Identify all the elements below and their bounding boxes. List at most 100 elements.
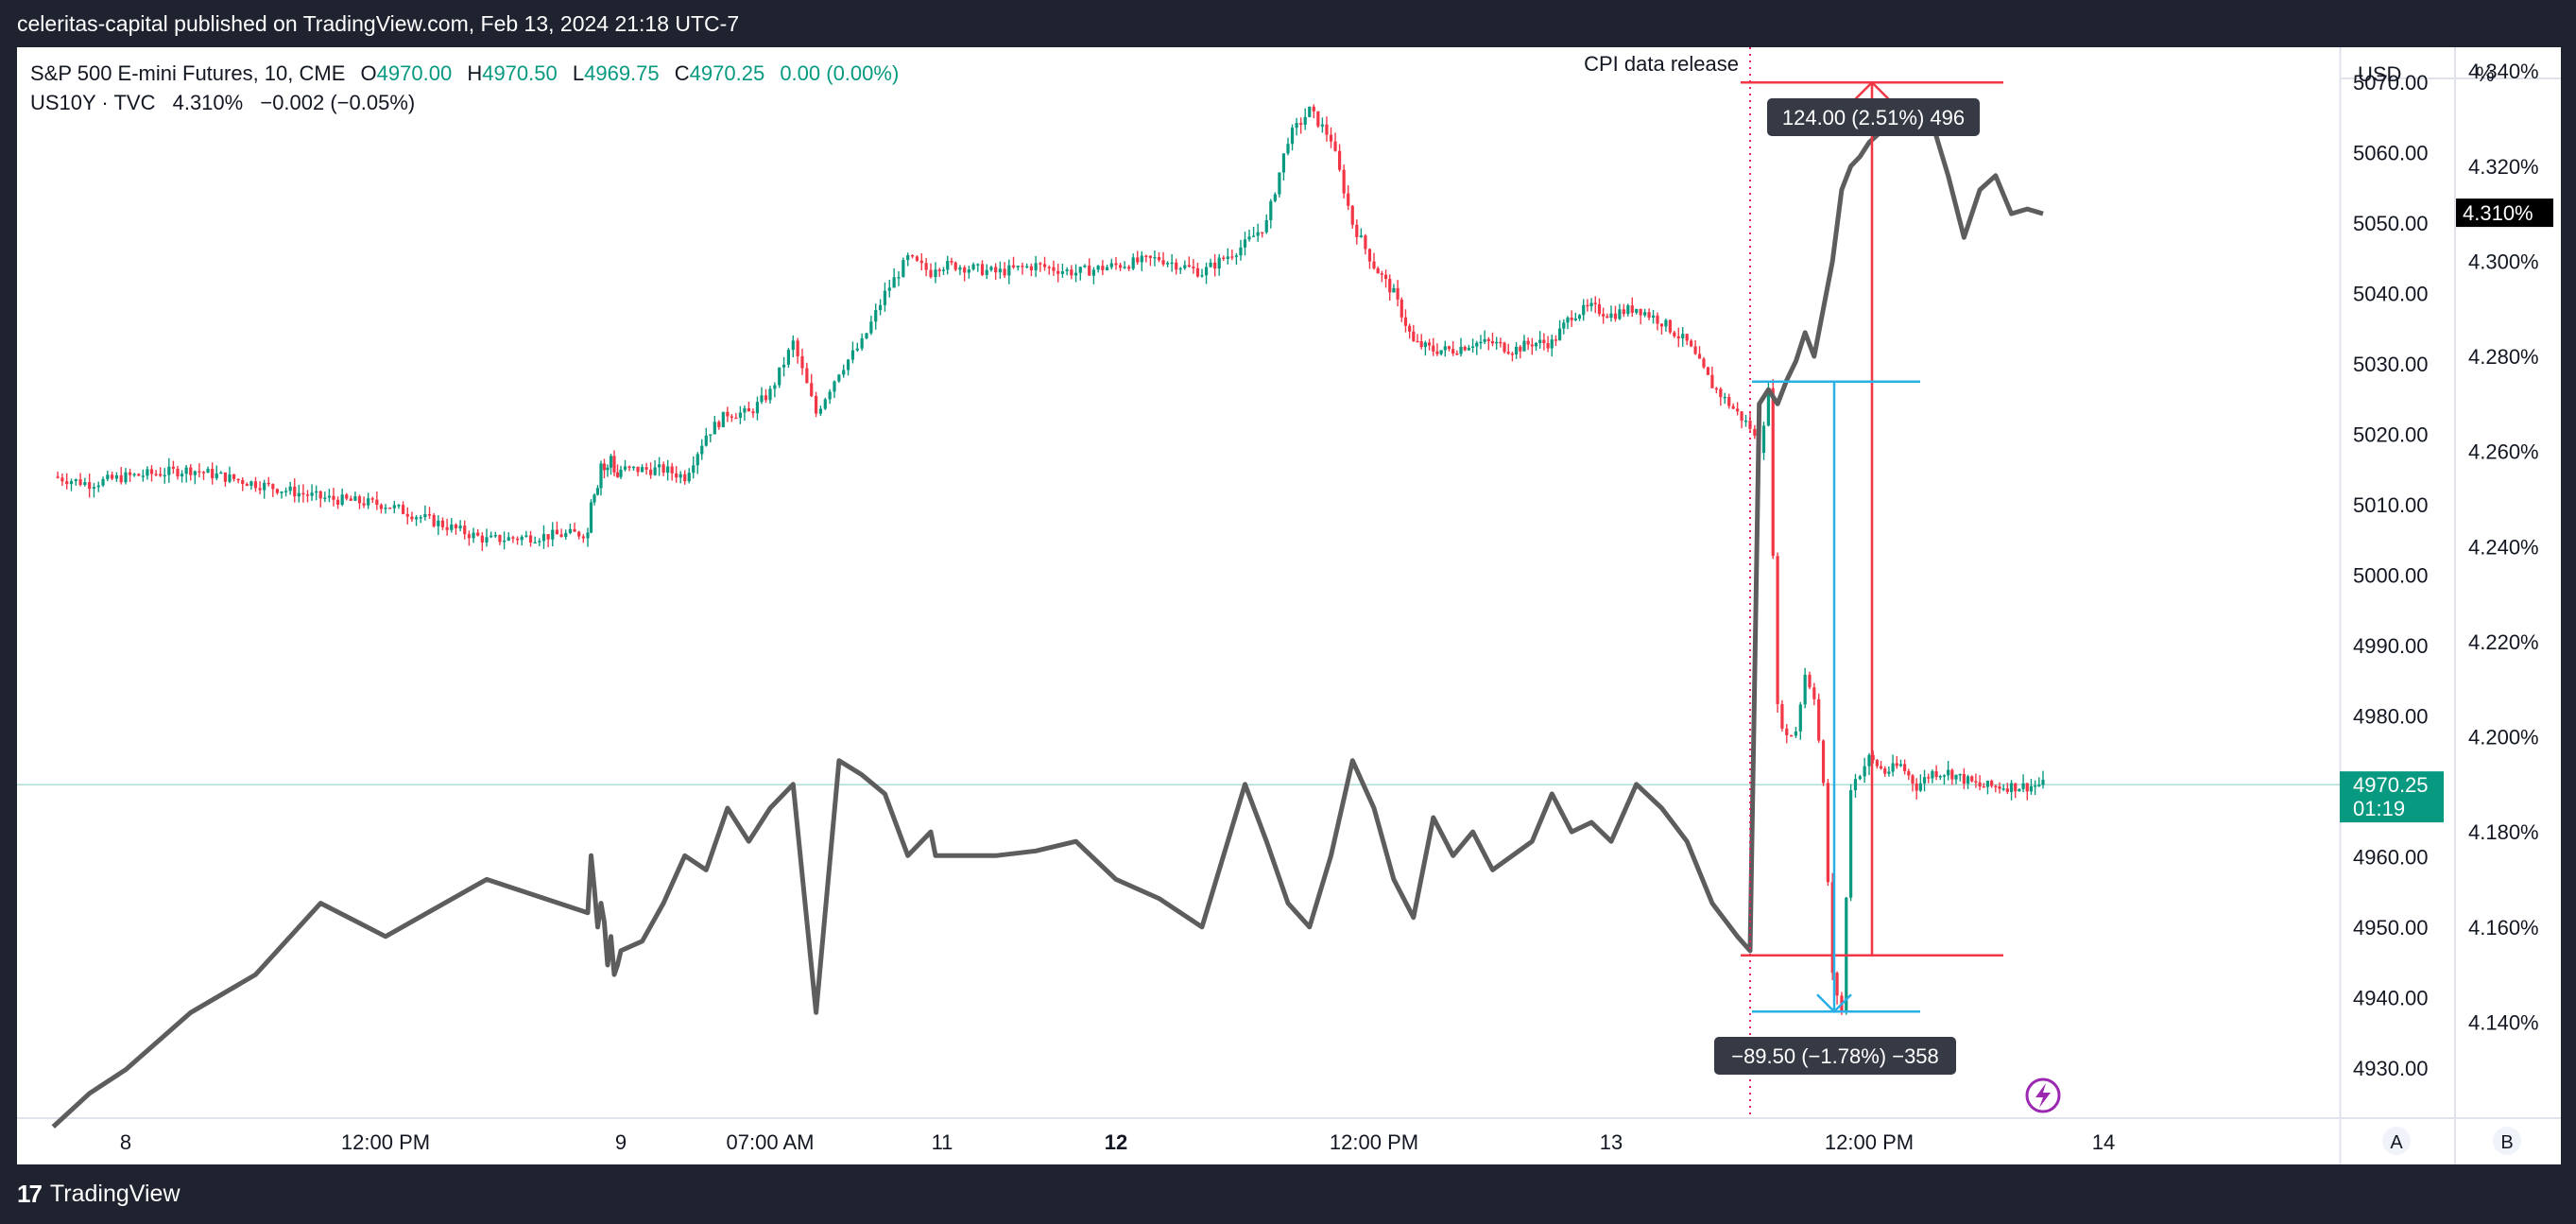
- es-candle: [828, 391, 832, 400]
- footer-brand[interactable]: TradingView: [49, 1181, 180, 1207]
- time-tick-label: 07:00 AM: [727, 1130, 815, 1154]
- es-candle: [551, 529, 555, 540]
- es-candle: [253, 481, 258, 489]
- es-candle: [958, 267, 962, 270]
- es-candle: [1994, 785, 1998, 787]
- es-candle: [1083, 266, 1087, 267]
- us10y-line-layer: [51, 116, 2044, 1129]
- es-candle: [1073, 272, 1078, 276]
- auto-scale-button[interactable]: [2382, 1127, 2411, 1155]
- es-candle: [1388, 279, 1392, 293]
- scale-b-button-label[interactable]: B: [2500, 1132, 2513, 1153]
- es-candle: [1597, 303, 1602, 315]
- scale-header-percent[interactable]: %: [2476, 62, 2495, 86]
- es-candle: [1403, 317, 1408, 326]
- es-candle: [1355, 224, 1359, 237]
- es-candle: [1849, 790, 1853, 898]
- plot-area[interactable]: [17, 47, 2340, 1117]
- es-candle: [915, 256, 919, 261]
- legend-es: S&P 500 E-mini Futures, 10, CME O4970.00…: [30, 61, 899, 85]
- es-candle: [472, 532, 475, 539]
- es-candle: [1915, 783, 1918, 791]
- es-candle: [1664, 319, 1668, 327]
- es-candle: [1316, 111, 1320, 127]
- auto-scale-button-label[interactable]: A: [2390, 1132, 2403, 1153]
- es-candle: [1486, 338, 1490, 342]
- es-candle: [1522, 340, 1526, 352]
- es-candle: [971, 264, 975, 270]
- price-scale-percent[interactable]: [2456, 47, 2561, 1164]
- legend-us10y-symbol: US10Y · TVC: [30, 91, 156, 114]
- es-candle: [2029, 785, 2034, 792]
- es-candle: [883, 290, 887, 305]
- es-candle: [1651, 315, 1656, 319]
- es-candle: [507, 537, 510, 541]
- tradingview-logo-icon[interactable]: 17: [17, 1180, 43, 1208]
- es-candle: [297, 492, 301, 497]
- es-candle: [1416, 340, 1419, 343]
- es-candle: [700, 445, 704, 455]
- time-tick-label: 14: [2092, 1130, 2115, 1154]
- es-candle: [1114, 263, 1118, 266]
- es-candle: [1455, 353, 1459, 355]
- es-candle: [315, 491, 318, 493]
- es-candle: [437, 520, 440, 526]
- usd-tick-label: 5060.00: [2353, 142, 2429, 165]
- es-candle: [1918, 783, 1922, 791]
- es-candle: [1187, 265, 1191, 267]
- es-candle: [1817, 698, 1821, 741]
- es-candle: [476, 532, 480, 536]
- es-candle: [1719, 388, 1723, 398]
- es-candle: [69, 481, 74, 485]
- footer: 17 TradingView: [0, 1164, 2576, 1224]
- es-candle: [1427, 342, 1432, 346]
- es-candle: [1435, 351, 1439, 354]
- lightning-icon[interactable]: [2025, 1077, 2061, 1113]
- up-measure-badge: [1767, 98, 1980, 136]
- es-candle: [929, 269, 933, 278]
- es-candle: [197, 471, 201, 473]
- es-candle: [1538, 339, 1542, 343]
- es-candle: [1400, 299, 1403, 318]
- es-candle: [568, 528, 572, 533]
- es-candle: [606, 467, 610, 471]
- es-candle: [994, 267, 998, 273]
- es-candle: [301, 492, 305, 495]
- es-candle: [747, 407, 751, 412]
- usd-tick-label: 4950.00: [2353, 916, 2429, 940]
- price-scale-usd[interactable]: [2340, 47, 2454, 1164]
- es-candle: [493, 535, 497, 537]
- legend-us10y-value: 4.310%: [173, 91, 244, 114]
- es-candle: [796, 340, 799, 356]
- es-candle: [1639, 308, 1642, 316]
- es-candle: [1794, 731, 1798, 736]
- es-candle: [405, 513, 409, 517]
- legend-low-value: 4969.75: [584, 61, 660, 85]
- es-candle: [717, 422, 721, 427]
- es-candle: [1998, 786, 2001, 789]
- es-candle: [74, 479, 77, 482]
- es-candle: [631, 466, 636, 469]
- es-candle: [640, 467, 644, 473]
- es-countdown-label: 01:19: [2353, 797, 2405, 820]
- es-candle: [1070, 269, 1073, 276]
- es-candle: [704, 435, 708, 446]
- es-candle: [934, 269, 937, 278]
- es-candle: [1647, 312, 1651, 319]
- scale-header-usd[interactable]: USD: [2358, 62, 2401, 86]
- es-candle: [1710, 374, 1714, 388]
- es-candle: [232, 474, 236, 479]
- es-candle: [1451, 349, 1455, 354]
- es-candle: [1007, 265, 1011, 276]
- publish-header: celeritas-capital published on TradingVi…: [17, 11, 740, 36]
- es-candle: [1127, 267, 1131, 269]
- es-candle: [528, 535, 533, 543]
- es-candle: [764, 395, 768, 401]
- scale-b-button[interactable]: [2493, 1127, 2521, 1155]
- time-scale[interactable]: [17, 1119, 2340, 1164]
- legend-low-label: L: [573, 61, 584, 85]
- es-candle: [924, 263, 928, 270]
- es-candles: [56, 104, 2045, 1015]
- es-candle: [581, 536, 585, 539]
